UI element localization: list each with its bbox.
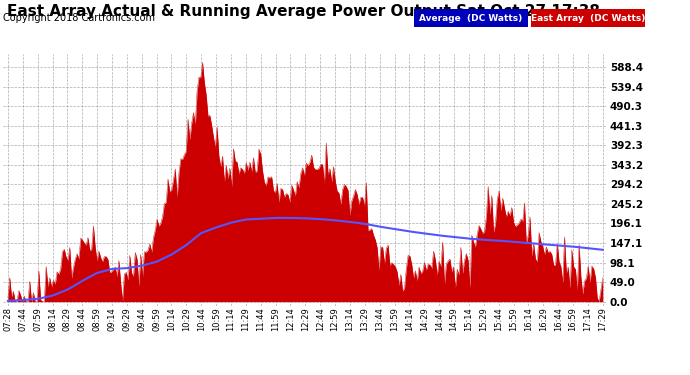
Text: East Array Actual & Running Average Power Output Sat Oct 27 17:38: East Array Actual & Running Average Powe… [7,4,600,19]
Text: Copyright 2018 Cartronics.com: Copyright 2018 Cartronics.com [3,13,155,23]
Text: Average  (DC Watts): Average (DC Watts) [420,14,522,23]
Text: East Array  (DC Watts): East Array (DC Watts) [531,14,645,23]
